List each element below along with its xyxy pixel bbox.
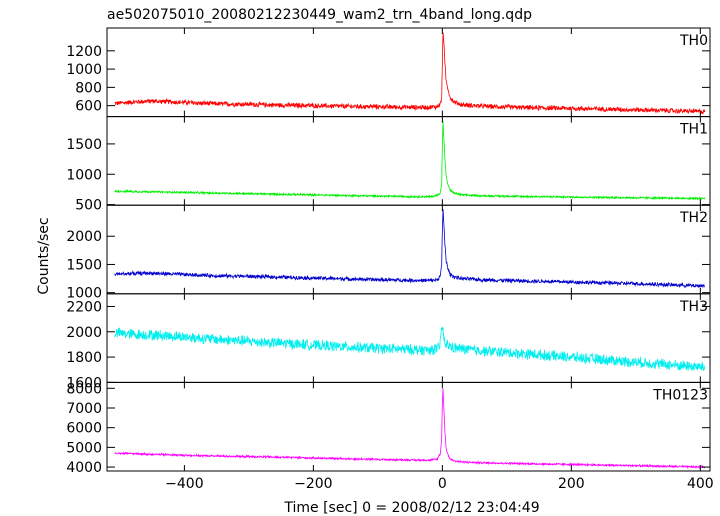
y-tick-label: 1000	[66, 286, 102, 302]
panel-th3: 1600 1800 2000 2200 TH3	[66, 293, 711, 391]
y-tick-label: 4000	[66, 460, 102, 476]
y-axis-label: Counts/sec	[36, 217, 52, 294]
y-tick-label: 1500	[66, 137, 102, 153]
y-tick-label: 1800	[66, 350, 102, 366]
series-th0-line	[114, 32, 706, 115]
y-tick-label: 1500	[66, 257, 102, 273]
x-tick-label: 400	[687, 476, 714, 492]
y-tick-label: 6000	[66, 421, 102, 437]
panel-th0: 600 800 1000 1200 TH0	[66, 27, 711, 118]
y-tick-label: 8000	[66, 381, 102, 397]
x-tick-label: 0	[438, 476, 447, 492]
panel-th0123: 4000 5000 6000 7000 8000 TH0123	[66, 381, 711, 476]
y-tick-label: 1000	[66, 62, 102, 78]
y-tick-label: 1600	[66, 375, 102, 391]
band-label-th2: TH2	[679, 210, 708, 226]
chart-panels: 600 800 1000 1200 TH0 500 1000 1500 TH1 1000 1500 2…	[66, 27, 714, 492]
series-th1-line	[114, 120, 706, 201]
y-tick-label: 1000	[66, 167, 102, 183]
series-th2-line	[114, 208, 705, 289]
y-tick-label: 2000	[66, 229, 102, 245]
band-label-th0123: TH0123	[652, 387, 708, 403]
chart-title: ae502075010_20080212230449_wam2_trn_4ban…	[107, 7, 532, 23]
y-tick-label: 5000	[66, 440, 102, 456]
x-tick-label: −200	[294, 476, 332, 492]
band-label-th1: TH1	[679, 122, 708, 138]
y-tick-label: 2200	[66, 299, 102, 315]
panel-th2: 1000 1500 2000 TH2	[66, 204, 711, 302]
y-tick-label: 2000	[66, 325, 102, 341]
y-tick-label: 1200	[66, 44, 102, 60]
panel-frame	[106, 381, 711, 472]
y-tick-label: 800	[75, 80, 102, 96]
x-axis-label: Time [sec] 0 = 2008/02/12 23:04:49	[283, 500, 539, 516]
x-tick-label: −400	[165, 476, 203, 492]
y-tick-label: 500	[75, 198, 102, 214]
series-th0123-line	[114, 388, 706, 470]
panel-th1: 500 1000 1500 TH1	[66, 116, 711, 214]
band-label-th0: TH0	[679, 33, 708, 49]
series-th3-line	[114, 327, 706, 371]
y-tick-label: 600	[75, 99, 102, 115]
x-tick-label: 200	[558, 476, 585, 492]
band-label-th3: TH3	[679, 299, 708, 315]
y-tick-label: 7000	[66, 401, 102, 417]
